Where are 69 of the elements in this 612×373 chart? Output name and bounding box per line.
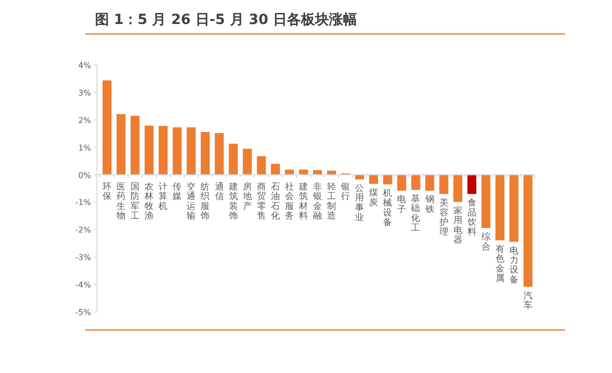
bar	[411, 174, 420, 190]
bar	[144, 126, 154, 175]
bar	[509, 174, 518, 242]
y-tick-label: 0%	[78, 170, 92, 180]
bar	[453, 174, 462, 202]
bar	[228, 144, 238, 175]
bar	[523, 174, 532, 287]
y-tick-label: -2%	[75, 226, 92, 235]
y-tick-label: 1%	[78, 143, 92, 152]
bar	[172, 127, 182, 175]
x-tick-label: 社会服务	[284, 181, 294, 222]
y-tick-label: -4%	[75, 280, 92, 290]
bar	[397, 174, 406, 191]
x-tick-label: 非银金融	[312, 181, 322, 222]
x-tick-label: 银行	[340, 181, 350, 202]
x-tick-label: 建筑装饰	[228, 181, 238, 222]
x-tick-label: 家用电器	[453, 206, 462, 246]
bar	[495, 174, 504, 240]
x-tick-label: 汽车	[523, 290, 532, 312]
x-tick-label: 电力设备	[509, 245, 518, 286]
y-tick-label: -3%	[75, 253, 92, 262]
bar	[298, 170, 308, 175]
x-tick-label: 通信	[214, 181, 224, 202]
bar	[327, 170, 336, 175]
bar	[116, 114, 126, 175]
bar	[270, 164, 280, 175]
bar	[158, 126, 168, 175]
bar	[242, 148, 252, 175]
x-tick-label: 有色金属	[495, 244, 504, 284]
x-tick-label: 国防军工	[130, 182, 140, 222]
x-tick-label: 传媒	[172, 181, 182, 202]
y-tick-label: 4%	[78, 61, 92, 70]
bar	[186, 127, 196, 175]
x-tick-label: 商贸零售	[256, 181, 266, 222]
bar	[313, 170, 322, 175]
chart-title: 图 1：5 月 26 日-5 月 30 日各板块涨幅	[95, 12, 358, 28]
bar	[439, 174, 448, 194]
x-tick-label: 计算机	[158, 181, 168, 212]
bar	[369, 174, 378, 184]
x-tick-label: 钢铁	[424, 194, 434, 215]
bar	[102, 80, 112, 175]
x-tick-label: 机械设备	[383, 188, 392, 228]
bar	[383, 174, 392, 184]
x-tick-label: 建筑材料	[298, 181, 308, 222]
bar	[481, 174, 490, 228]
x-tick-label: 公用事业	[355, 182, 364, 224]
bar	[467, 174, 476, 194]
bar	[284, 170, 294, 175]
y-tick-label: 2%	[78, 116, 92, 125]
x-tick-label: 房地产	[242, 181, 252, 212]
bar	[130, 116, 140, 175]
bar	[214, 133, 224, 175]
y-tick-label: 3%	[78, 88, 92, 98]
x-tick-label: 电子	[397, 194, 406, 215]
x-tick-label: 基础化工	[410, 193, 420, 234]
bar	[200, 132, 210, 175]
y-tick-label: -1%	[75, 198, 92, 208]
x-tick-label: 综合	[481, 232, 490, 252]
x-tick-label: 纺织服饰	[200, 181, 210, 222]
x-tick-label: 农林牧渔	[144, 181, 154, 222]
x-tick-label: 煤炭	[369, 187, 378, 208]
x-tick-label: 石油石化	[270, 182, 280, 222]
x-tick-label: 美容护理	[438, 198, 448, 238]
bar	[256, 156, 266, 175]
y-tick-label: -5%	[75, 308, 92, 317]
x-tick-label: 食品饮料	[466, 198, 476, 238]
x-tick-label: 环保	[102, 182, 112, 202]
x-tick-label: 医药生物	[116, 181, 126, 222]
x-tick-label: 轻工制造	[327, 181, 336, 222]
